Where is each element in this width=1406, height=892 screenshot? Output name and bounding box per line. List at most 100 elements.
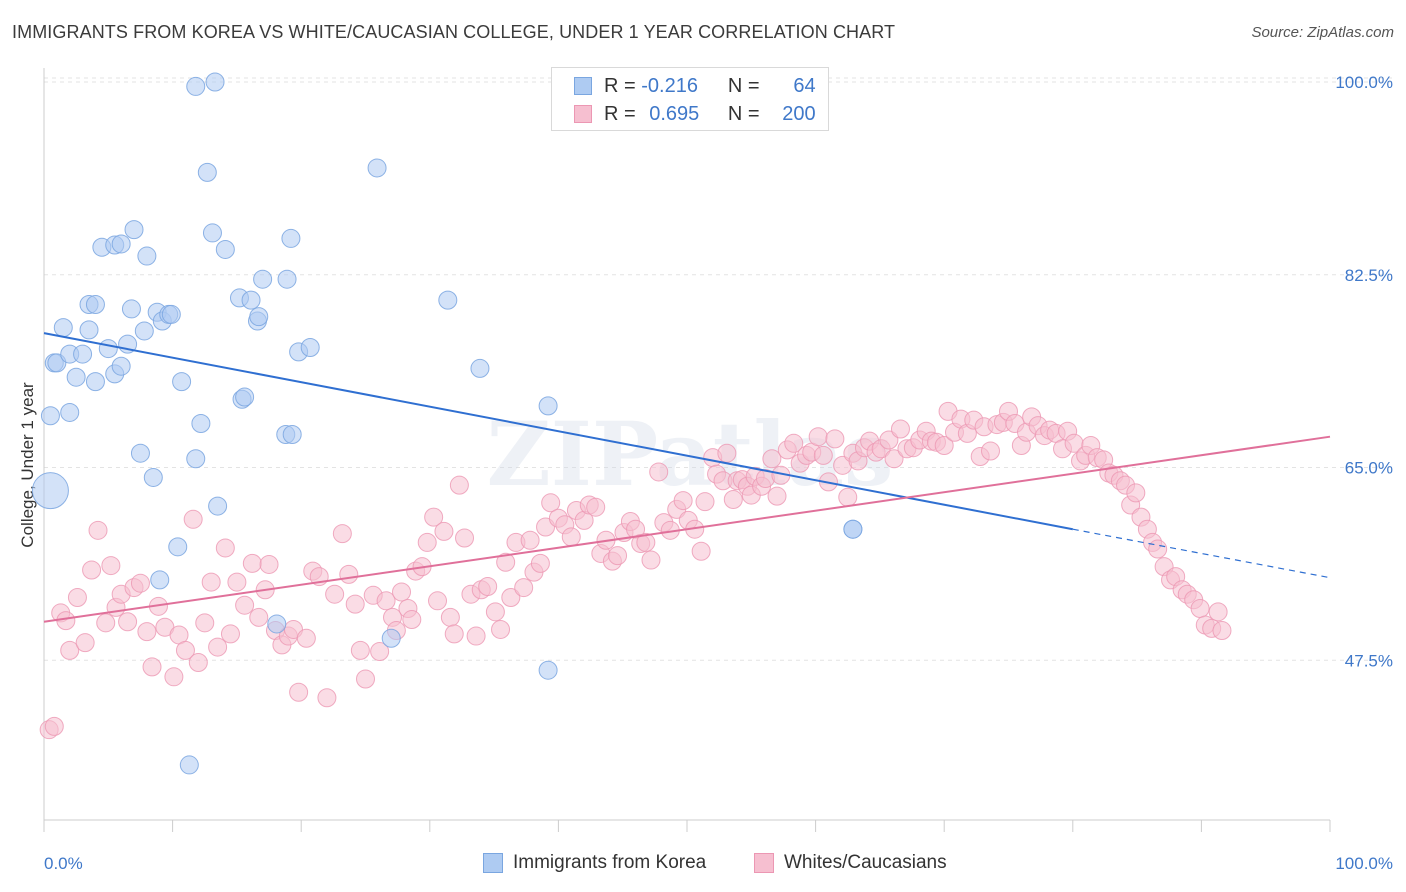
korea-point [134, 321, 154, 341]
source-credit: Source: ZipAtlas.com [1251, 24, 1394, 41]
axes [43, 68, 1331, 832]
white-point [466, 626, 486, 646]
white-point [641, 550, 661, 570]
white-point [717, 443, 737, 463]
legend-label-white: Whites/Caucasians [784, 852, 947, 873]
chart-title: IMMIGRANTS FROM KOREA VS WHITE/CAUCASIAN… [12, 22, 896, 42]
series-immigrants-from-korea [31, 72, 863, 775]
white-point [175, 640, 195, 660]
korea-point [186, 449, 206, 469]
korea-point [79, 320, 99, 340]
korea-point [172, 372, 192, 392]
white-point [496, 552, 516, 572]
white-point [514, 578, 534, 598]
korea-point [53, 318, 73, 338]
korea-trend-line [43, 332, 1073, 531]
white-point [188, 652, 208, 672]
y-tick-label-3: 100.0% [1335, 73, 1393, 92]
white-point [825, 429, 845, 449]
white-point [350, 640, 370, 660]
white-point [1148, 539, 1168, 559]
korea-point [438, 290, 458, 310]
white-point [1126, 483, 1146, 503]
white-point [339, 564, 359, 584]
white-point [60, 640, 80, 660]
legend-r-label: R = [604, 74, 636, 97]
white-point [784, 433, 804, 453]
legend-n-label: N = [727, 102, 760, 125]
korea-point [205, 72, 225, 92]
korea-legend-swatch [483, 853, 503, 873]
korea-point [85, 372, 105, 392]
white-point [88, 520, 108, 540]
y-axis-label: College, Under 1 year [18, 382, 37, 548]
white-point [317, 688, 337, 708]
white-point [370, 641, 390, 661]
white-point [164, 667, 184, 687]
white-point [649, 462, 669, 482]
legend-item-korea[interactable]: Immigrants from Korea [483, 852, 706, 874]
korea-point [40, 406, 60, 426]
korea-point [111, 356, 131, 376]
y-tick-label-0: 47.5% [1345, 651, 1393, 670]
legend-item-white[interactable]: Whites/Caucasians [754, 852, 947, 874]
white-point [541, 493, 561, 513]
white-point [673, 491, 693, 511]
white-point [118, 612, 138, 632]
white-point [325, 584, 345, 604]
korea-point [538, 396, 558, 416]
white-point [215, 538, 235, 558]
korea-point [300, 337, 320, 357]
white-point [586, 497, 606, 517]
legend-n-value: 64 [793, 74, 816, 97]
white-point [934, 436, 954, 456]
white-point [444, 624, 464, 644]
white-point [296, 628, 316, 648]
korea-point [179, 755, 199, 775]
white-point [501, 588, 521, 608]
white-point [67, 588, 87, 608]
x-tick-label-0: 0.0% [44, 854, 83, 873]
korea-point [277, 269, 297, 289]
white-point [491, 619, 511, 639]
white-point [1190, 599, 1210, 619]
korea-point [121, 299, 141, 319]
white-point [808, 427, 828, 447]
white-point [1208, 602, 1228, 622]
white-point [332, 524, 352, 544]
white-point [1212, 621, 1232, 641]
legend-row-white: R = 0.695 N = 200 [574, 102, 816, 126]
korea-point [66, 367, 86, 387]
white-point [424, 507, 444, 527]
korea-point [843, 519, 863, 539]
white-point [356, 669, 375, 689]
legend-n-label: N = [727, 74, 760, 97]
white-point [142, 657, 162, 677]
korea-swatch [574, 77, 592, 95]
korea-point [98, 339, 118, 359]
white-point [838, 487, 858, 507]
white-point [723, 489, 743, 509]
korea-point [470, 358, 490, 378]
white-point [561, 527, 581, 547]
white-point [220, 624, 240, 644]
y-tick-label-2: 82.5% [1345, 266, 1393, 285]
white-point [227, 572, 247, 592]
white-point [428, 591, 448, 611]
white-point [201, 572, 221, 592]
korea-point [191, 413, 211, 433]
white-point [56, 611, 76, 631]
grid-lines [44, 77, 1392, 661]
legend-r-value: -0.216 [641, 74, 698, 97]
korea-point [381, 628, 401, 648]
white-point [249, 607, 269, 627]
x-tick-label-1: 100.0% [1335, 854, 1393, 873]
korea-point [111, 234, 131, 254]
white-point [608, 546, 628, 566]
korea-point [130, 443, 150, 463]
white-point [130, 573, 150, 593]
korea-point [235, 387, 255, 407]
white-point [96, 613, 116, 633]
white-point [376, 591, 396, 611]
white-point [478, 576, 498, 596]
